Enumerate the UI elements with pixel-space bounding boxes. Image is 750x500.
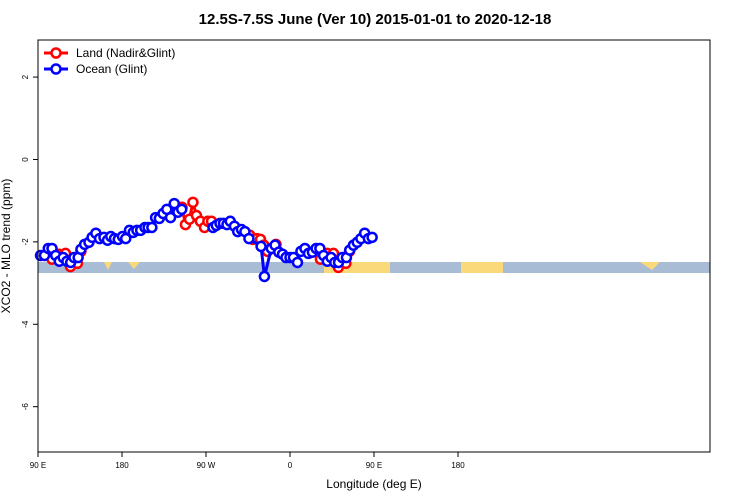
y-tick-label: 2 [21,74,30,79]
data-point [366,231,378,244]
data-point [187,196,199,209]
land-ocean-strip [38,262,710,273]
y-tick-label: 0 [21,157,30,162]
land-strip [128,262,140,269]
data-point [164,211,177,224]
plot-area [34,196,378,283]
data-point [146,221,158,234]
y-tick-label: -6 [21,403,30,411]
chart-title: 12.5S-7.5S June (Ver 10) 2015-01-01 to 2… [199,11,552,28]
data-point [243,232,255,245]
x-axis-label: Longitude (deg E) [326,477,421,491]
data-point [175,203,188,216]
legend-marker [50,47,62,59]
data-point [258,270,271,283]
data-point [291,256,304,269]
legend-marker [50,63,62,75]
legend-label: Land (Nadir&Glint) [76,46,175,60]
y-tick-label: -2 [21,238,30,246]
x-tick-label: 180 [451,461,465,470]
x-tick-label: 90 W [197,461,216,470]
data-point [255,240,267,253]
x-tick-label: 90 E [30,461,46,470]
y-tick-label: -4 [21,320,30,328]
x-tick-label: 180 [115,461,129,470]
land-strip [104,262,112,270]
land-strip [324,262,390,273]
x-tick-label: 0 [288,461,293,470]
legend-label: Ocean (Glint) [76,62,147,76]
x-tick-label: 90 E [366,461,382,470]
y-axis-label: XCO2 - MLO trend (ppm) [0,179,13,314]
land-strip [640,262,660,270]
land-strip [461,262,503,273]
